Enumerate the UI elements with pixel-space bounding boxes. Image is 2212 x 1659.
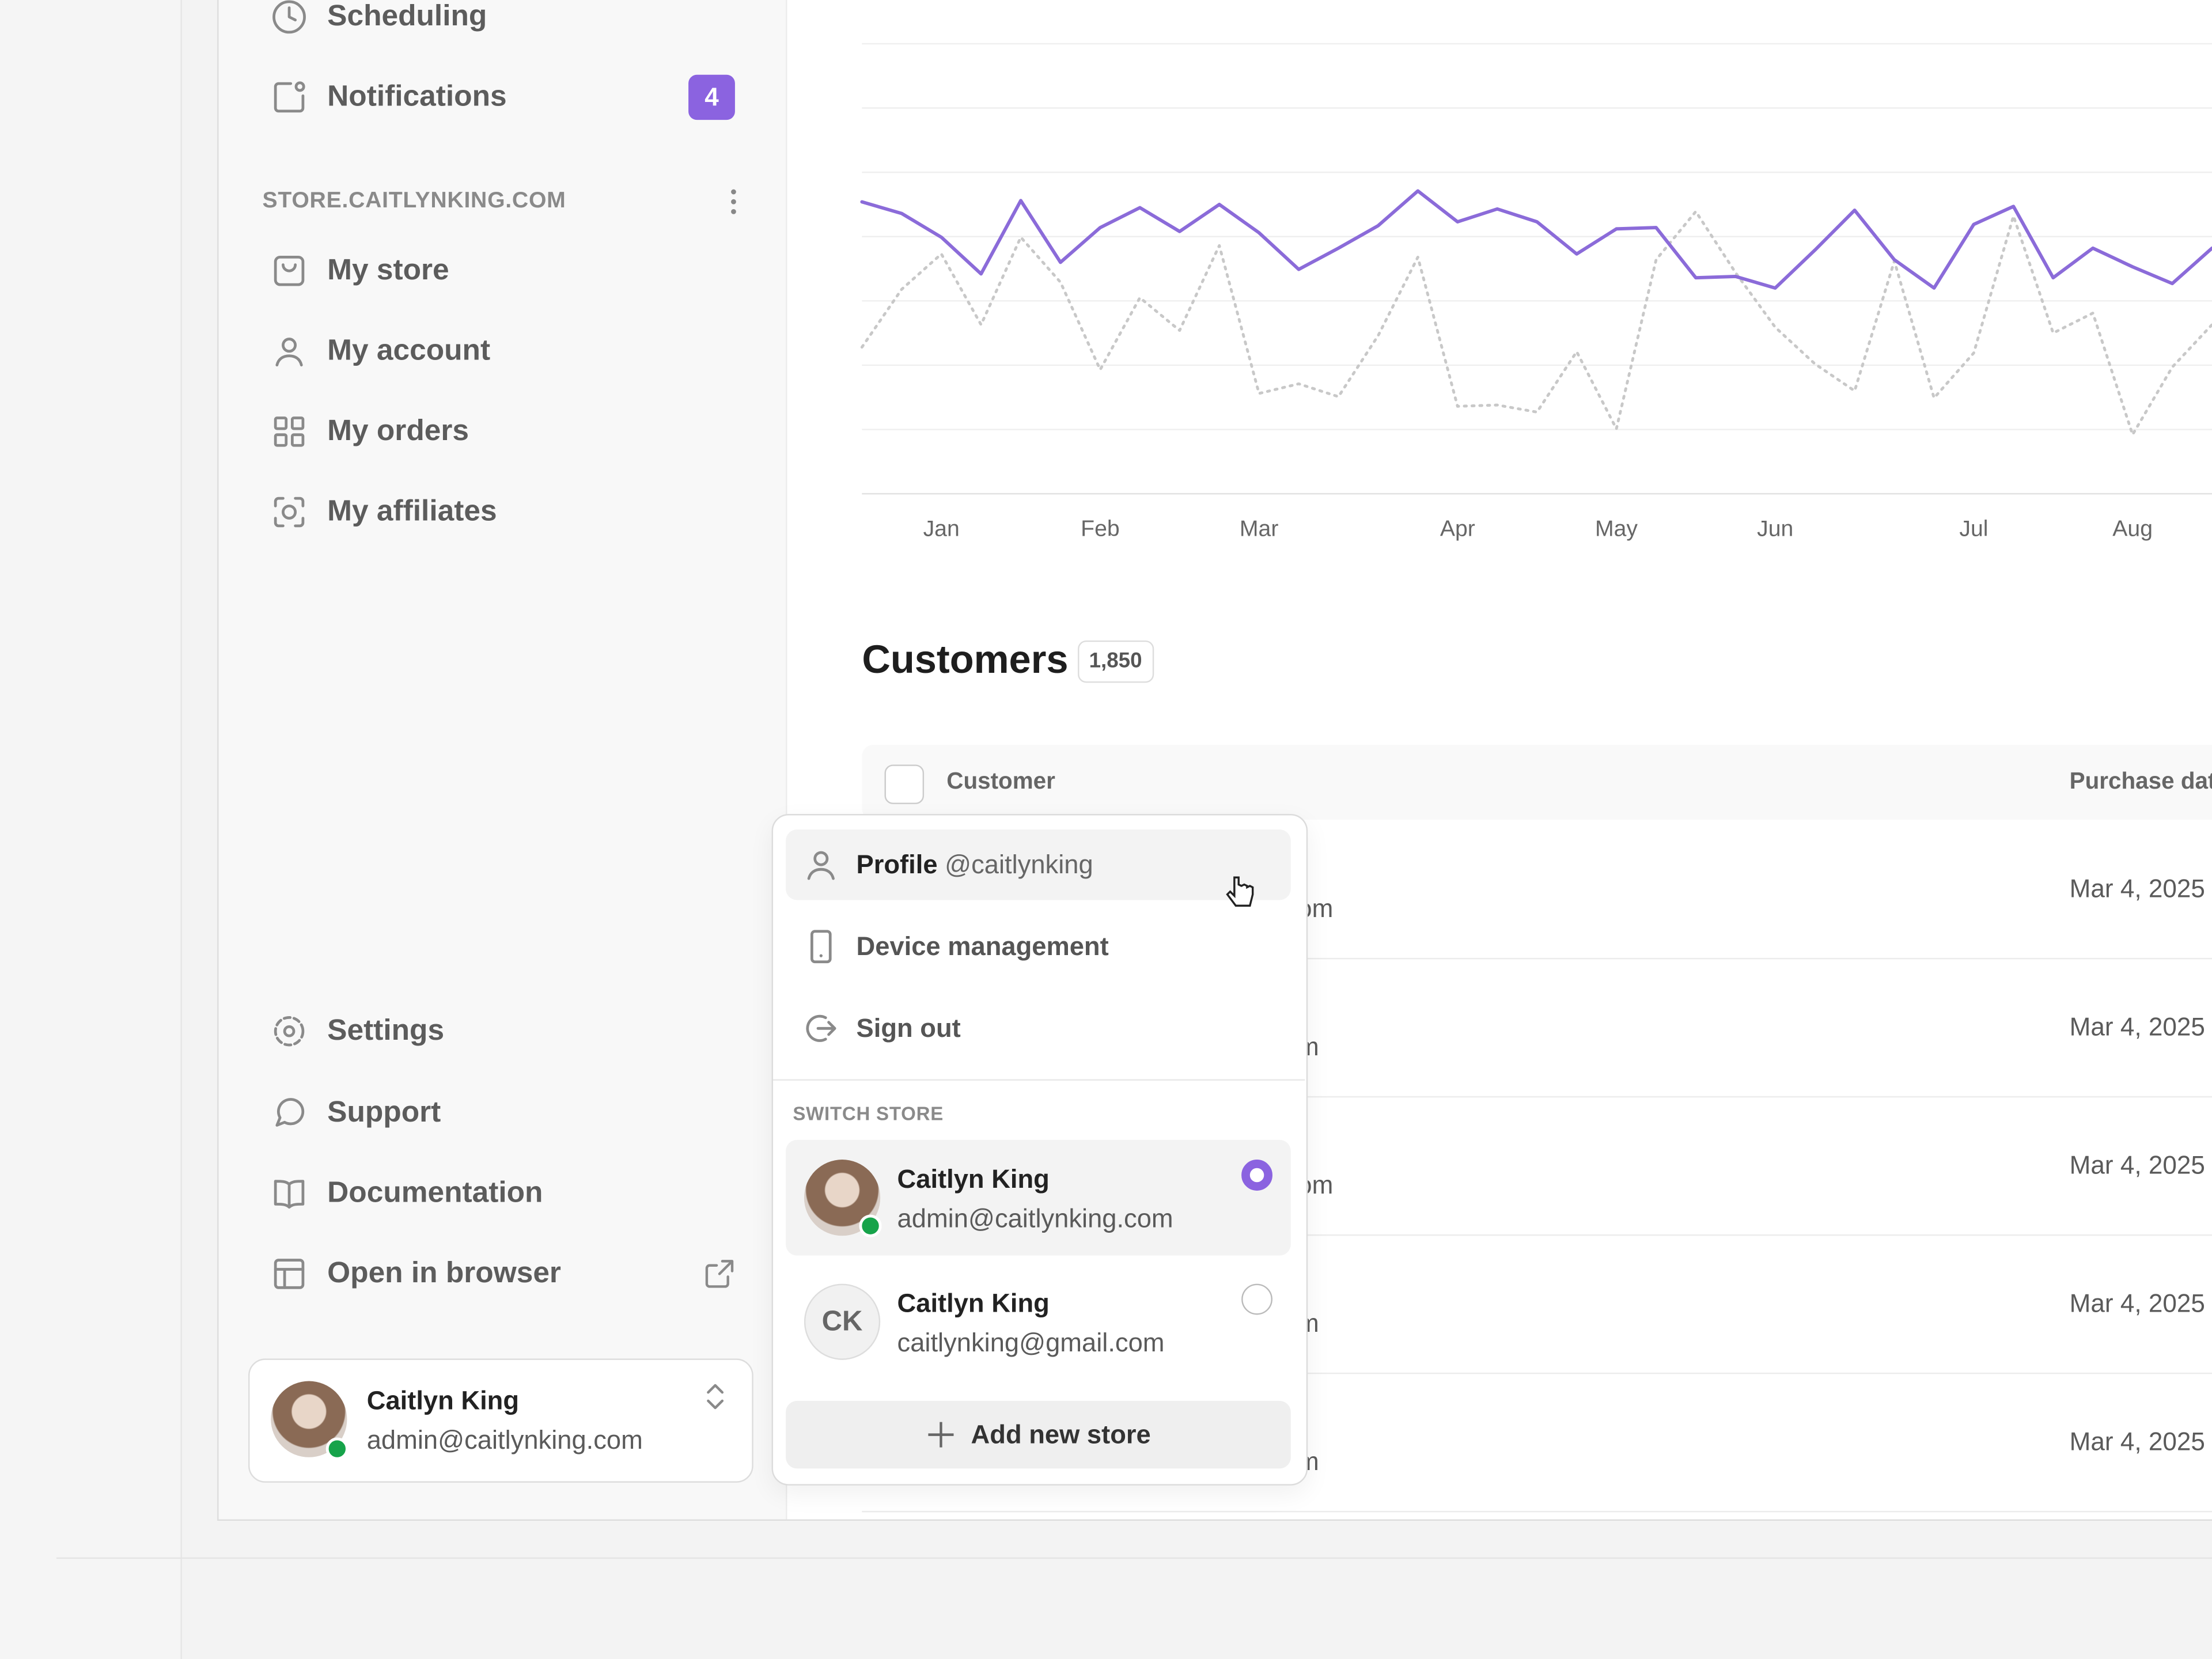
column-header: Customer bbox=[946, 768, 1055, 794]
x-tick-label: Jul bbox=[1959, 517, 1988, 541]
row-divider bbox=[862, 1234, 2212, 1236]
menu-item[interactable]: Profile @caitlynking bbox=[786, 830, 1291, 900]
nav-item[interactable]: Documentation bbox=[271, 1172, 543, 1214]
user-name: Caitlyn King bbox=[366, 1385, 520, 1415]
external-icon bbox=[705, 1260, 734, 1288]
nav-item[interactable]: Scheduling bbox=[271, 0, 487, 38]
x-tick-label: Feb bbox=[1081, 517, 1120, 541]
sidebar bbox=[218, 0, 787, 1520]
menu-section-label: SWITCH STORE bbox=[793, 1103, 944, 1124]
menu-label: Sign out bbox=[856, 1013, 961, 1043]
x-tick-label: Apr bbox=[1440, 517, 1475, 541]
checkbox[interactable] bbox=[884, 764, 925, 804]
left-gutter bbox=[0, 0, 182, 1659]
date-cell: Mar 4, 2025 bbox=[2069, 1289, 2205, 1318]
nav-label: Documentation bbox=[327, 1176, 543, 1209]
row-divider bbox=[862, 1372, 2212, 1374]
row-divider bbox=[862, 1510, 2212, 1513]
data-line bbox=[860, 189, 2212, 290]
nav-label: Scheduling bbox=[327, 0, 487, 33]
chevrons bbox=[707, 1384, 724, 1410]
menu-item[interactable]: Device management bbox=[786, 911, 1291, 982]
x-tick-label: Mar bbox=[1240, 517, 1278, 541]
nav-label: Settings bbox=[327, 1014, 445, 1047]
store-name: Caitlyn King bbox=[897, 1287, 1050, 1318]
nav-label: Open in browser bbox=[327, 1257, 561, 1290]
user-email: admin@caitlynking.com bbox=[366, 1425, 643, 1455]
table-header bbox=[862, 745, 2212, 820]
nav-label: My affiliates bbox=[327, 495, 497, 528]
hover-bg bbox=[786, 830, 1291, 900]
menu-handle: @caitlynking bbox=[945, 849, 1093, 879]
badge: 4 bbox=[688, 74, 735, 120]
nav-label: Support bbox=[327, 1096, 441, 1129]
section-label: STORE.CAITLYNKING.COM bbox=[262, 189, 566, 213]
section-title: Customers bbox=[862, 637, 1069, 681]
nav-item[interactable]: Settings bbox=[271, 1010, 444, 1052]
x-tick-label: May bbox=[1595, 517, 1638, 541]
date-cell: Mar 4, 2025 bbox=[2069, 1151, 2205, 1180]
date-cell: Mar 4, 2025 bbox=[2069, 1013, 2205, 1041]
divider bbox=[773, 1079, 1305, 1081]
menu-item[interactable]: Sign out bbox=[786, 993, 1291, 1063]
button-label: Add new store bbox=[971, 1419, 1151, 1449]
store-name: Caitlyn King bbox=[897, 1164, 1050, 1194]
initials-avatar: CK bbox=[804, 1283, 881, 1360]
row-divider bbox=[862, 1096, 2212, 1098]
online-dot bbox=[859, 1214, 882, 1237]
x-tick-label: Jan bbox=[923, 517, 960, 541]
x-tick-label: Aug bbox=[2112, 517, 2153, 541]
row-divider bbox=[862, 957, 2212, 960]
nav-label: My orders bbox=[327, 415, 469, 448]
nav-label: My account bbox=[327, 334, 491, 367]
store-email: caitlynking@gmail.com bbox=[897, 1327, 1165, 1357]
bottom-line bbox=[56, 1557, 2212, 1559]
nav-item[interactable]: My account bbox=[271, 330, 490, 372]
nav-item[interactable]: My store bbox=[271, 249, 449, 291]
date-cell: Mar 4, 2025 bbox=[2069, 874, 2205, 903]
nav-item[interactable]: My orders bbox=[271, 411, 469, 453]
nav-label: Notifications bbox=[327, 80, 507, 113]
cursor bbox=[1226, 876, 1254, 907]
online-dot bbox=[325, 1437, 349, 1460]
menu-label: Device management bbox=[856, 931, 1109, 961]
data-line bbox=[860, 210, 2212, 436]
date-cell: Mar 4, 2025 bbox=[2069, 1427, 2205, 1456]
radio[interactable] bbox=[1241, 1283, 1272, 1315]
menu-label: Profile bbox=[856, 849, 938, 879]
count-badge: 1,850 bbox=[1078, 640, 1154, 683]
add-store-button[interactable]: Add new store bbox=[786, 1400, 1291, 1469]
column-header: Purchase date bbox=[2069, 768, 2212, 794]
nav-label: My store bbox=[327, 253, 449, 287]
line-chart: Jan Feb Mar Apr May Jun Jul Aug bbox=[860, 43, 2212, 541]
nav-item[interactable]: My affiliates bbox=[271, 491, 497, 533]
nav-item[interactable]: Support bbox=[271, 1092, 441, 1134]
radio[interactable] bbox=[1241, 1160, 1272, 1191]
nav-item[interactable]: Notifications bbox=[271, 76, 507, 118]
more-icon[interactable] bbox=[725, 186, 742, 217]
store-email: admin@caitlynking.com bbox=[897, 1203, 1173, 1233]
nav-item[interactable]: Open in browser bbox=[271, 1253, 561, 1295]
x-tick-label: Jun bbox=[1757, 517, 1793, 541]
